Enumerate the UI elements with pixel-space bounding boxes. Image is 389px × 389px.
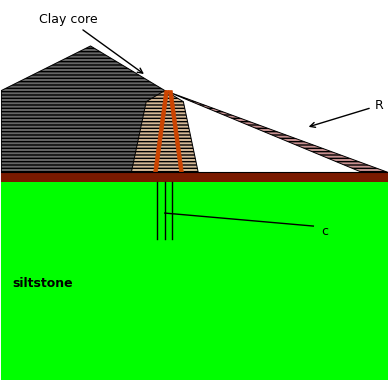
- Text: R: R: [310, 99, 384, 127]
- Polygon shape: [131, 91, 198, 172]
- Bar: [2, 172, 387, 182]
- Polygon shape: [165, 91, 387, 172]
- Polygon shape: [154, 91, 168, 172]
- Polygon shape: [2, 46, 165, 172]
- Text: c: c: [321, 225, 328, 238]
- Polygon shape: [168, 91, 183, 172]
- Text: siltstone: siltstone: [12, 277, 73, 290]
- Text: Clay core: Clay core: [39, 12, 143, 73]
- Bar: [2, 172, 387, 380]
